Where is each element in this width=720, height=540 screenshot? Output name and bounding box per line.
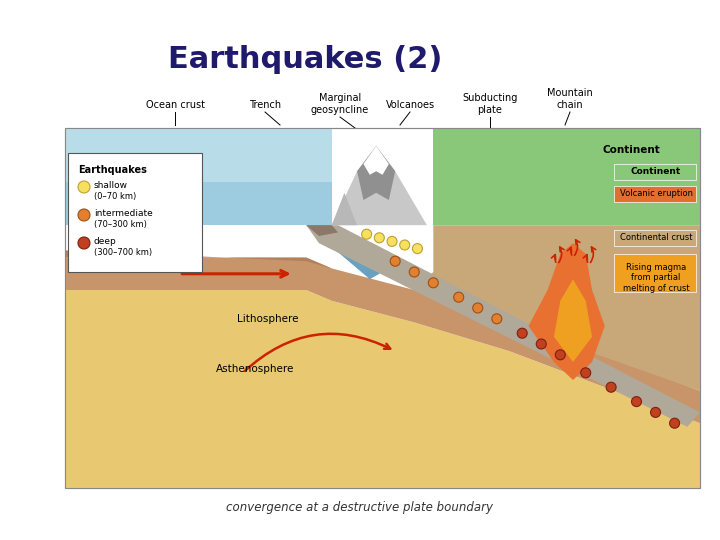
Circle shape	[374, 233, 384, 243]
Polygon shape	[306, 225, 382, 279]
Text: convergence at a destructive plate boundary: convergence at a destructive plate bound…	[227, 502, 493, 515]
Polygon shape	[65, 258, 700, 423]
Bar	[614, 230, 696, 246]
Text: (0–70 km): (0–70 km)	[94, 192, 136, 200]
Polygon shape	[528, 243, 605, 380]
Text: Continent: Continent	[602, 145, 660, 155]
Circle shape	[400, 240, 410, 250]
Circle shape	[390, 256, 400, 266]
Circle shape	[606, 382, 616, 392]
Text: deep: deep	[94, 237, 117, 246]
Polygon shape	[306, 225, 338, 236]
Bar	[614, 186, 696, 202]
Circle shape	[428, 278, 438, 288]
Circle shape	[581, 368, 590, 378]
Bar	[65, 128, 700, 488]
Text: Mountain
chain: Mountain chain	[547, 89, 593, 110]
Circle shape	[651, 407, 660, 417]
Bar	[65, 128, 700, 488]
Circle shape	[78, 181, 90, 193]
Text: Rising magma
from partial
melting of crust: Rising magma from partial melting of cru…	[623, 263, 689, 293]
Text: Marginal
geosyncline: Marginal geosyncline	[311, 93, 369, 115]
Circle shape	[78, 209, 90, 221]
Text: Volcanoes: Volcanoes	[385, 100, 435, 110]
Text: Lithosphere: Lithosphere	[238, 314, 299, 324]
Circle shape	[454, 292, 464, 302]
Circle shape	[473, 303, 482, 313]
Circle shape	[631, 396, 642, 407]
Polygon shape	[65, 128, 332, 182]
Polygon shape	[332, 146, 427, 225]
Text: Earthquakes: Earthquakes	[78, 165, 147, 175]
FancyBboxPatch shape	[68, 153, 202, 272]
Text: Continent: Continent	[631, 167, 681, 177]
Text: shallow: shallow	[94, 180, 128, 190]
Circle shape	[536, 339, 546, 349]
Polygon shape	[554, 279, 592, 362]
Circle shape	[413, 244, 423, 254]
Bar	[614, 164, 696, 180]
Text: (70–300 km): (70–300 km)	[94, 219, 147, 228]
Polygon shape	[364, 146, 389, 175]
Bar	[614, 254, 696, 292]
Text: Volcanic eruption: Volcanic eruption	[619, 190, 693, 199]
Circle shape	[670, 418, 680, 428]
Text: Ocean crust: Ocean crust	[145, 100, 204, 110]
Polygon shape	[332, 193, 357, 225]
Text: Earthquakes (2): Earthquakes (2)	[168, 45, 442, 75]
Polygon shape	[65, 290, 700, 488]
Circle shape	[517, 328, 527, 338]
Text: (300–700 km): (300–700 km)	[94, 247, 152, 256]
Polygon shape	[65, 128, 332, 225]
Text: Trench: Trench	[249, 100, 281, 110]
Polygon shape	[433, 128, 700, 225]
Polygon shape	[414, 225, 700, 391]
Circle shape	[409, 267, 419, 277]
Circle shape	[555, 350, 565, 360]
Text: Asthenosphere: Asthenosphere	[216, 364, 294, 374]
Text: Continental crust: Continental crust	[620, 233, 692, 242]
Text: intermediate: intermediate	[94, 208, 153, 218]
Polygon shape	[65, 251, 332, 268]
Polygon shape	[357, 146, 395, 200]
Circle shape	[387, 237, 397, 246]
Text: Subducting
plate: Subducting plate	[462, 93, 518, 115]
Circle shape	[78, 237, 90, 249]
Circle shape	[492, 314, 502, 324]
Polygon shape	[306, 225, 700, 427]
Circle shape	[361, 229, 372, 239]
